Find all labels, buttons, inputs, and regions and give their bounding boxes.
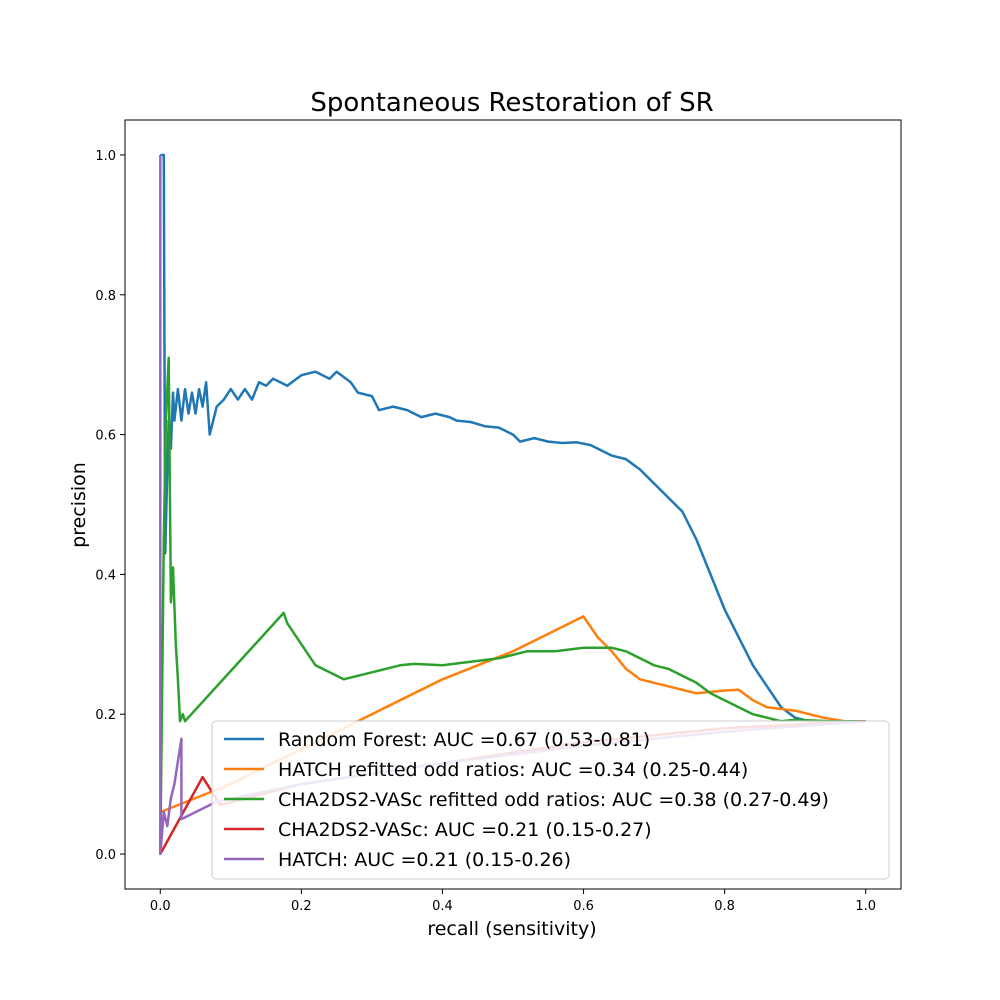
series-line-3: [159, 356, 866, 855]
y-tick-label-3: 0.6: [95, 429, 116, 444]
y-tick-label-2: 0.4: [95, 568, 116, 583]
y-tick-label-5: 1.0: [95, 149, 116, 164]
x-tick-label-3: 0.6: [573, 899, 594, 914]
y-axis-label: precision: [68, 462, 90, 548]
legend: Random Forest: AUC =0.67 (0.53-0.81) HATC…: [211, 720, 890, 880]
x-tick-label-0: 0.0: [150, 899, 171, 914]
plot-frame: [124, 119, 902, 890]
y-tick-label-0: 0.0: [95, 848, 116, 863]
series-line-1: [160, 153, 866, 723]
series-line-2: [159, 615, 866, 814]
x-tick-label-5: 1.0: [855, 899, 876, 914]
chart-title: Spontaneous Restoration of SR: [310, 88, 713, 118]
y-tick-label-4: 0.8: [95, 289, 116, 304]
legend-label-1: Random Forest: AUC =0.67 (0.53-0.81): [278, 729, 650, 751]
legend-box: [211, 720, 890, 880]
legend-label-3: CHA2DS2-VASc refitted odd ratios: AUC =0…: [278, 789, 829, 811]
legend-label-5: HATCH: AUC =0.21 (0.15-0.26): [278, 849, 571, 871]
legend-label-4: CHA2DS2-VASc: AUC =0.21 (0.15-0.27): [278, 819, 652, 841]
x-tick-label-2: 0.4: [432, 899, 453, 914]
x-tick-label-4: 0.8: [714, 899, 735, 914]
x-axis-label: recall (sensitivity): [427, 918, 596, 940]
x-tick-label-1: 0.2: [291, 899, 312, 914]
legend-label-2: HATCH refitted odd ratios: AUC =0.34 (0.…: [278, 759, 748, 781]
axis-ticks: 0.0 0.2 0.4 0.6 0.8 1.0 0.0 0.2 0.4 0.6 0.8 1.0: [95, 149, 876, 914]
y-tick-label-1: 0.2: [95, 708, 116, 723]
